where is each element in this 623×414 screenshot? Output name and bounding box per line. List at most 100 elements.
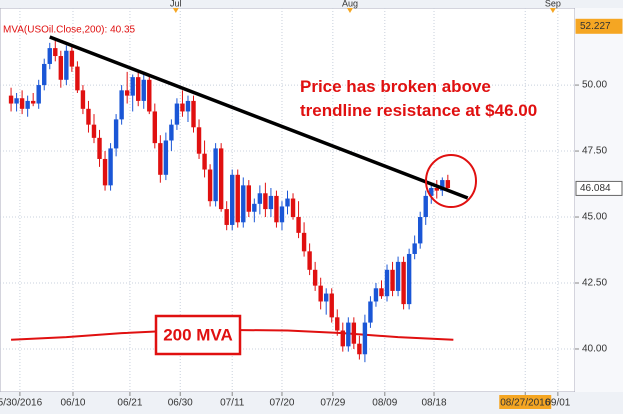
x-tick-label: 08/27/2016 xyxy=(500,398,550,409)
candle-body xyxy=(445,180,451,188)
candle-body xyxy=(423,195,428,218)
candle-body xyxy=(406,253,412,305)
candle-body xyxy=(213,148,218,202)
candle-body xyxy=(86,108,91,125)
candle-body xyxy=(36,85,41,104)
price-marker-box xyxy=(575,180,623,196)
price-marker-box xyxy=(575,18,623,34)
candle-body xyxy=(113,119,119,149)
candle-body xyxy=(108,148,113,186)
candle-body xyxy=(401,261,406,305)
candle-body xyxy=(368,301,373,323)
candle-body xyxy=(340,330,345,347)
candle-body xyxy=(14,98,19,104)
x-tick-label: 07/29 xyxy=(320,398,345,409)
candle-body xyxy=(373,288,379,302)
highlight-circle xyxy=(425,154,477,208)
candle-body xyxy=(80,90,86,109)
candle-body xyxy=(130,77,135,96)
top-tick-label: Jul xyxy=(170,0,182,8)
bottom-axis xyxy=(0,392,623,414)
candle-body xyxy=(357,343,362,355)
top-tick xyxy=(549,8,556,13)
candle-body xyxy=(158,143,163,175)
candle-body xyxy=(30,100,36,104)
x-tick-label: 08/18 xyxy=(421,398,446,409)
candle-body xyxy=(384,269,390,297)
candle-body xyxy=(351,322,357,344)
x-tick-label: 07/20 xyxy=(269,398,294,409)
candle-body xyxy=(390,269,395,291)
candle-body xyxy=(174,103,180,125)
candle-body xyxy=(429,187,434,196)
candle-body xyxy=(301,232,307,252)
price-marker-label: 52.227 xyxy=(580,21,611,32)
x-tick-label: 5/30/2016 xyxy=(0,398,43,409)
x-tick-label: 06/21 xyxy=(117,398,142,409)
candle-body xyxy=(440,180,445,191)
candle-body xyxy=(196,127,202,154)
y-tick-label: 50.00 xyxy=(582,80,607,91)
candle-body xyxy=(346,322,351,347)
candle-body xyxy=(412,243,417,254)
candle-body xyxy=(235,174,240,223)
x-tick-label: 06/10 xyxy=(60,398,85,409)
candle-body xyxy=(91,124,97,138)
candle-body xyxy=(25,100,30,109)
candle-body xyxy=(47,48,52,64)
candle-body xyxy=(252,203,257,212)
y-tick-label: 42.50 xyxy=(582,278,607,289)
candle-body xyxy=(335,317,340,331)
candle-body xyxy=(285,198,290,207)
top-tick xyxy=(346,8,353,13)
candle-body xyxy=(362,322,368,355)
mva-label: 200 MVA xyxy=(163,325,233,344)
candle-body xyxy=(274,195,279,223)
candle-body xyxy=(163,140,169,175)
candle-body xyxy=(69,50,75,67)
x-tick-label: 09/01 xyxy=(545,398,570,409)
candle-body xyxy=(417,217,423,244)
candle-body xyxy=(318,285,323,302)
candle-body xyxy=(180,103,185,112)
candle-body xyxy=(296,217,301,233)
candle-body xyxy=(279,206,285,223)
y-tick-label: 45.00 xyxy=(582,212,607,223)
candle-body xyxy=(379,288,384,297)
candle-body xyxy=(102,158,108,186)
candle-body xyxy=(268,195,274,210)
candle-body xyxy=(218,148,224,210)
candle-body xyxy=(75,66,80,91)
annotation: Price has broken above trendline resistan… xyxy=(300,77,537,120)
candle-body xyxy=(257,193,263,204)
top-axis xyxy=(0,0,623,8)
candle-body xyxy=(395,261,401,291)
candle-body xyxy=(169,124,174,141)
x-tick-label: 08/09 xyxy=(372,398,397,409)
mva-label-box xyxy=(154,314,242,356)
candle-body xyxy=(230,174,235,225)
candle-body xyxy=(141,79,146,101)
candle-body xyxy=(185,100,191,112)
candle-body xyxy=(224,209,229,225)
top-tick-label: Sep xyxy=(545,0,561,8)
candle-body xyxy=(191,100,196,128)
y-tick-label: 40.00 xyxy=(582,344,607,355)
trendline xyxy=(49,35,469,200)
right-axis xyxy=(575,8,623,392)
candle-body xyxy=(119,90,124,120)
candle-body xyxy=(97,137,102,159)
candle-body xyxy=(147,79,152,112)
candle-body xyxy=(202,153,207,170)
candle-body xyxy=(53,48,58,57)
x-tick-label: 06/30 xyxy=(168,398,193,409)
top-tick-label: Aug xyxy=(342,0,358,8)
candle-body xyxy=(58,56,64,80)
y-tick-label: 47.50 xyxy=(582,146,607,157)
x-tick-label: 07/11 xyxy=(220,398,245,409)
candle-body xyxy=(263,193,268,210)
candle-body xyxy=(42,63,47,86)
candle-body xyxy=(19,98,25,109)
